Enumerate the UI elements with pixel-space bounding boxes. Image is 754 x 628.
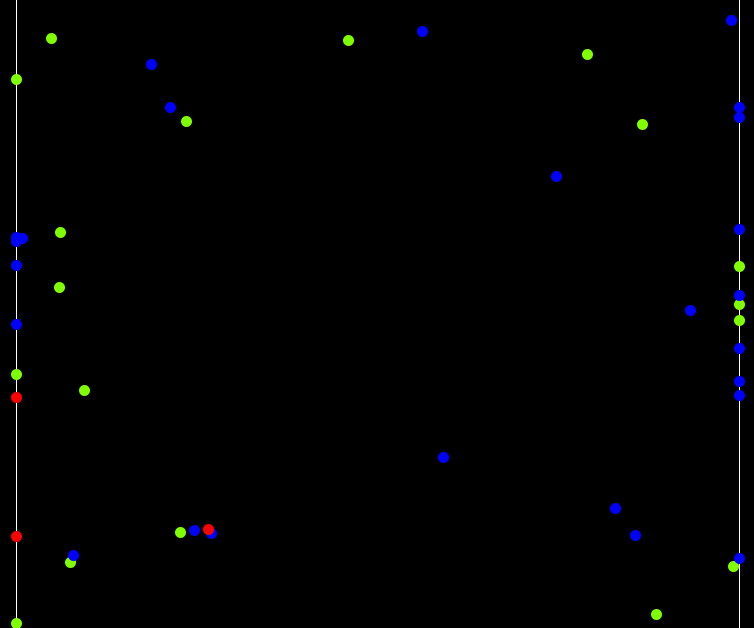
blue-particle bbox=[10, 318, 22, 330]
red-particle bbox=[10, 391, 22, 403]
blue-particle bbox=[733, 101, 745, 113]
blue-particle bbox=[416, 25, 428, 37]
green-particle bbox=[180, 115, 192, 127]
blue-particle bbox=[164, 101, 176, 113]
blue-particle bbox=[733, 342, 745, 354]
green-particle bbox=[581, 48, 593, 60]
green-particle bbox=[733, 260, 745, 272]
green-particle bbox=[174, 526, 186, 538]
blue-particle bbox=[725, 14, 737, 26]
green-particle bbox=[64, 556, 76, 568]
green-particle bbox=[10, 617, 22, 628]
green-particle bbox=[54, 226, 66, 238]
blue-particle bbox=[10, 259, 22, 271]
blue-particle bbox=[437, 451, 449, 463]
green-particle bbox=[650, 608, 662, 620]
blue-particle bbox=[733, 389, 745, 401]
green-particle bbox=[53, 281, 65, 293]
blue-particle bbox=[10, 235, 22, 247]
green-particle bbox=[78, 384, 90, 396]
blue-particle bbox=[16, 232, 28, 244]
blue-particle bbox=[188, 524, 200, 536]
blue-particle bbox=[145, 58, 157, 70]
blue-particle bbox=[733, 552, 745, 564]
green-particle bbox=[733, 298, 745, 310]
green-particle bbox=[10, 368, 22, 380]
blue-particle bbox=[609, 502, 621, 514]
blue-particle bbox=[733, 111, 745, 123]
blue-particle bbox=[684, 304, 696, 316]
red-particle bbox=[202, 523, 214, 535]
green-particle bbox=[45, 32, 57, 44]
green-particle bbox=[10, 73, 22, 85]
green-particle bbox=[727, 560, 739, 572]
green-particle bbox=[636, 118, 648, 130]
blue-particle bbox=[67, 549, 79, 561]
blue-particle bbox=[550, 170, 562, 182]
green-particle bbox=[342, 34, 354, 46]
blue-particle bbox=[733, 375, 745, 387]
right-wall bbox=[739, 0, 740, 628]
left-wall bbox=[16, 0, 17, 628]
blue-particle bbox=[733, 223, 745, 235]
green-particle bbox=[733, 314, 745, 326]
red-particle bbox=[10, 530, 22, 542]
blue-particle bbox=[733, 289, 745, 301]
blue-particle bbox=[629, 529, 641, 541]
